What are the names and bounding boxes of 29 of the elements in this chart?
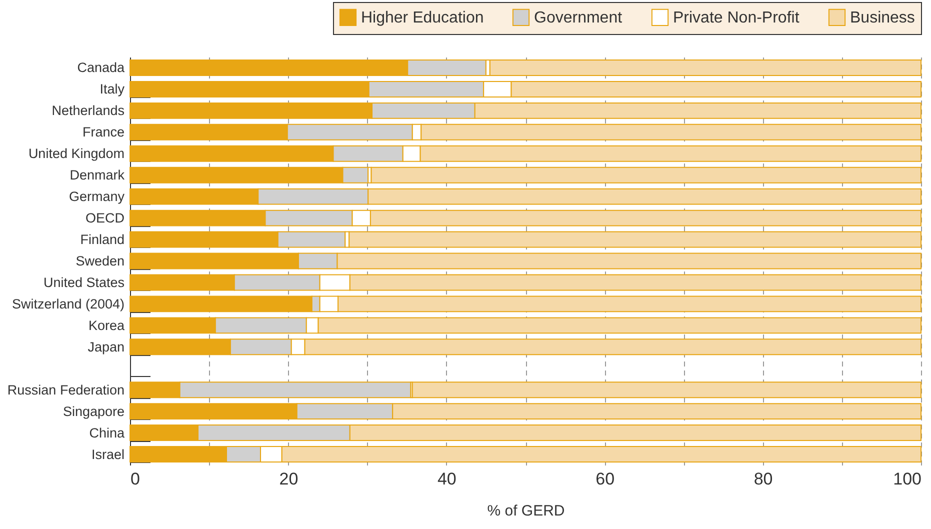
y-tick-label: Italy: [100, 82, 125, 97]
y-tick-label: Germany: [68, 189, 125, 204]
y-tick-label: China: [89, 425, 125, 440]
legend-label: Business: [850, 9, 915, 26]
y-tick-label: Denmark: [70, 168, 125, 183]
y-tick-label: OECD: [85, 210, 125, 226]
y-tick-label: Canada: [77, 60, 125, 76]
x-axis-title: % of GERD: [487, 502, 565, 520]
x-tick-label: 40: [437, 470, 456, 488]
y-tick-label: Russian Federation: [7, 382, 124, 398]
x-tick-label: 60: [596, 470, 615, 488]
y-tick-label: Finland: [80, 232, 124, 248]
y-tick-label: Sweden: [76, 254, 124, 268]
y-tick-label: Singapore: [62, 404, 124, 419]
y-tick-label: Japan: [88, 339, 124, 354]
legend-label: Private Non-Profit: [673, 9, 800, 26]
y-tick-label: United Kingdom: [28, 146, 124, 162]
x-tick-label: 100: [893, 470, 922, 488]
y-tick-label: Switzerland (2004): [12, 296, 124, 312]
legend-label: Higher Education: [361, 9, 484, 26]
x-tick-label: 20: [279, 470, 298, 488]
x-tick-label: 0: [130, 470, 140, 488]
x-tick-label: 80: [754, 470, 773, 488]
y-tick-label: Netherlands: [52, 103, 125, 118]
y-tick-label: United States: [43, 274, 125, 290]
y-tick-label: France: [82, 124, 124, 140]
legend-label: Government: [534, 9, 623, 26]
y-tick-label: Israel: [91, 446, 124, 462]
y-tick-label: Korea: [88, 318, 125, 333]
